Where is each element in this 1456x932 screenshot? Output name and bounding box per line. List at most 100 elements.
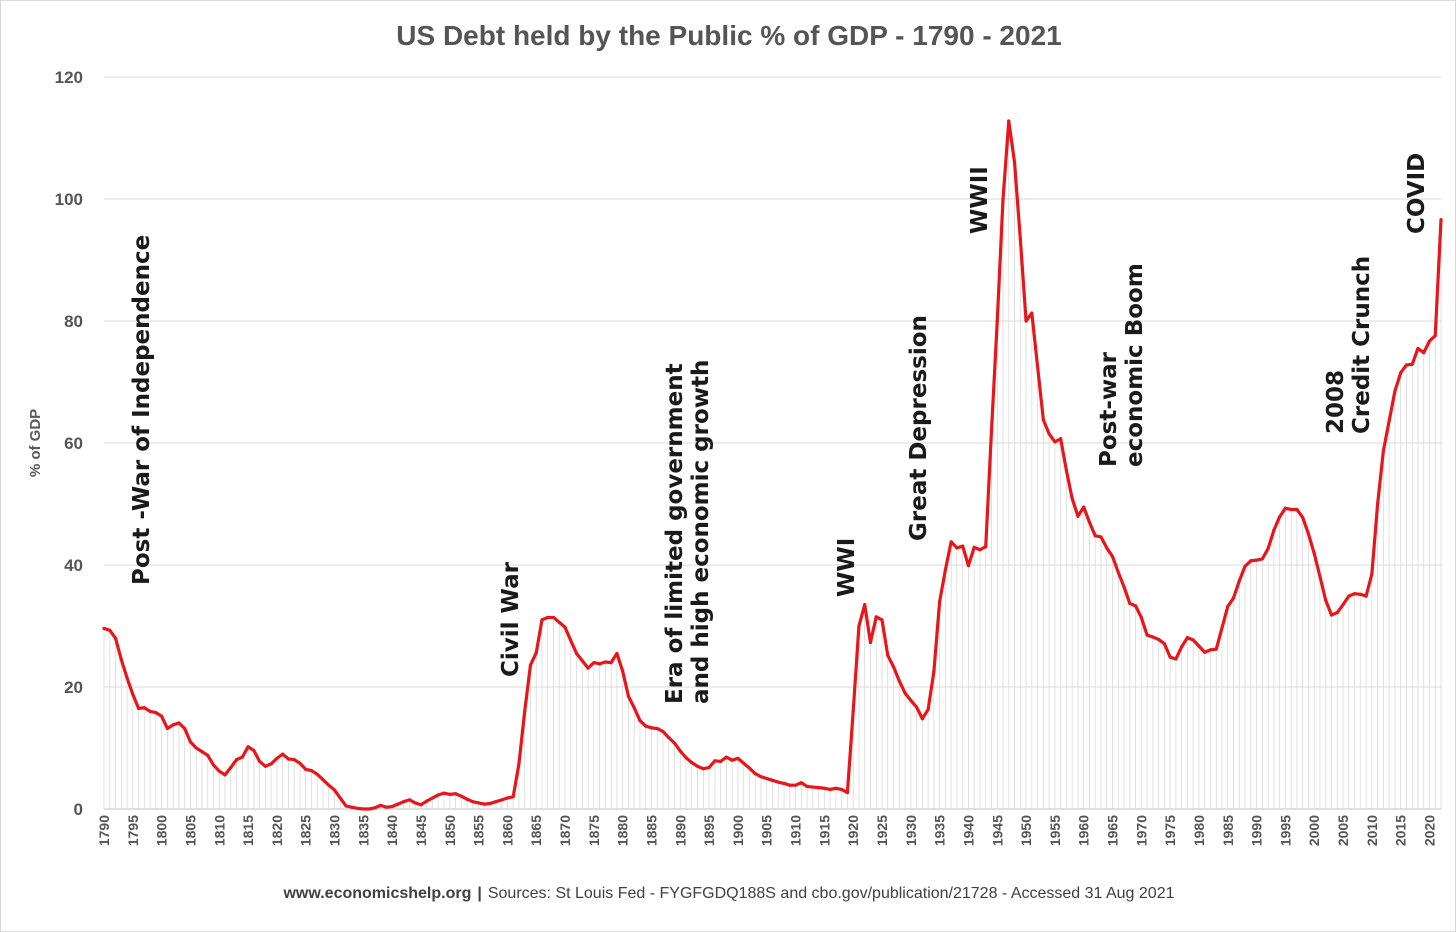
x-tick-label: 1980 bbox=[1191, 815, 1207, 846]
x-tick-label: 1825 bbox=[298, 815, 314, 846]
x-tick-label: 1925 bbox=[874, 815, 890, 846]
data-point bbox=[511, 795, 515, 799]
x-tick-label: 2005 bbox=[1335, 815, 1351, 846]
data-point bbox=[782, 781, 786, 785]
data-point bbox=[1370, 572, 1374, 576]
data-point bbox=[672, 741, 677, 745]
x-tick-label: 1895 bbox=[701, 815, 717, 846]
data-point bbox=[609, 661, 613, 665]
x-tick-label: 1865 bbox=[528, 815, 544, 846]
data-point bbox=[321, 778, 325, 782]
data-point bbox=[165, 726, 169, 731]
data-point bbox=[171, 723, 175, 727]
data-point bbox=[684, 756, 688, 760]
data-point bbox=[1301, 515, 1305, 520]
data-point bbox=[793, 783, 798, 787]
x-tick-label: 1875 bbox=[586, 815, 602, 846]
data-point bbox=[442, 791, 446, 795]
data-point bbox=[419, 803, 423, 807]
x-tick-label: 1960 bbox=[1076, 815, 1092, 846]
footer-sources: Sources: St Louis Fed - FYGFGDQ188S and … bbox=[487, 885, 1175, 902]
data-point bbox=[1335, 610, 1339, 615]
data-point bbox=[402, 800, 406, 804]
data-point bbox=[1249, 559, 1253, 563]
data-point bbox=[961, 544, 965, 548]
data-point bbox=[1116, 570, 1120, 574]
data-point bbox=[355, 806, 360, 810]
data-point bbox=[1157, 637, 1161, 642]
data-point bbox=[926, 707, 930, 712]
data-point bbox=[1151, 635, 1155, 639]
data-point bbox=[384, 805, 388, 809]
data-point bbox=[436, 793, 440, 797]
x-tick-label: 2015 bbox=[1393, 815, 1409, 846]
data-point bbox=[1226, 604, 1230, 609]
data-point bbox=[425, 799, 429, 803]
data-point bbox=[1105, 546, 1109, 550]
annotation-line: 2008 bbox=[1323, 370, 1349, 434]
data-point bbox=[644, 724, 648, 728]
annotation-label: 2008Credit Crunch bbox=[1323, 256, 1375, 434]
data-point bbox=[315, 772, 319, 776]
data-point bbox=[1122, 585, 1126, 589]
data-point bbox=[742, 761, 746, 765]
data-point bbox=[309, 768, 314, 773]
data-point bbox=[1422, 351, 1426, 355]
data-point bbox=[482, 802, 486, 806]
data-point bbox=[701, 767, 705, 771]
annotation-line: Post -War of Independence bbox=[129, 235, 155, 585]
x-tick-label: 1800 bbox=[154, 815, 170, 846]
data-point bbox=[1185, 635, 1190, 640]
data-point bbox=[1168, 655, 1172, 659]
data-point bbox=[1254, 558, 1259, 562]
y-axis-label: % of GDP bbox=[27, 409, 44, 477]
data-point bbox=[932, 670, 936, 674]
data-point bbox=[379, 803, 383, 807]
data-point bbox=[136, 706, 141, 710]
data-point bbox=[1393, 389, 1397, 393]
data-point bbox=[598, 662, 602, 666]
data-point bbox=[1278, 515, 1282, 519]
x-tick-label: 1795 bbox=[125, 815, 141, 846]
data-point bbox=[523, 709, 527, 714]
x-tick-label: 1915 bbox=[816, 815, 832, 846]
gridlines bbox=[104, 76, 1441, 810]
data-point bbox=[177, 721, 181, 725]
annotation-line: Great Depression bbox=[906, 315, 932, 541]
annotation-label: WWI bbox=[834, 538, 860, 597]
data-point bbox=[1404, 363, 1409, 367]
data-point bbox=[857, 624, 861, 628]
data-point bbox=[1197, 644, 1201, 648]
data-point bbox=[546, 615, 550, 620]
x-tick-label: 1885 bbox=[644, 815, 660, 846]
data-point bbox=[1387, 419, 1391, 423]
data-point bbox=[724, 755, 728, 759]
x-tick-label: 1860 bbox=[499, 815, 515, 846]
annotation-label: COVID bbox=[1404, 153, 1430, 234]
annotation-label: Civil War bbox=[498, 561, 524, 677]
data-point bbox=[1364, 594, 1368, 598]
annotation-label: Post -War of Independence bbox=[129, 235, 155, 585]
x-tick-label: 1830 bbox=[327, 815, 343, 846]
chart-title: US Debt held by the Public % of GDP - 17… bbox=[396, 20, 1061, 51]
data-point bbox=[989, 429, 994, 433]
data-point bbox=[1053, 440, 1057, 444]
data-point bbox=[1410, 362, 1414, 366]
data-point bbox=[119, 657, 123, 662]
data-point bbox=[1352, 592, 1357, 596]
data-point bbox=[338, 796, 342, 800]
x-tick-label: 1815 bbox=[240, 815, 256, 846]
data-points bbox=[102, 119, 1443, 811]
data-point bbox=[396, 802, 400, 806]
data-point bbox=[1347, 594, 1351, 598]
data-point bbox=[1289, 507, 1293, 512]
data-point bbox=[678, 749, 682, 753]
x-tick-label: 1810 bbox=[211, 815, 227, 846]
data-point bbox=[891, 665, 896, 669]
x-tick-label: 1945 bbox=[989, 815, 1005, 846]
data-point bbox=[505, 796, 510, 800]
data-point bbox=[1018, 237, 1022, 241]
data-point bbox=[574, 651, 579, 656]
data-point bbox=[667, 736, 671, 740]
